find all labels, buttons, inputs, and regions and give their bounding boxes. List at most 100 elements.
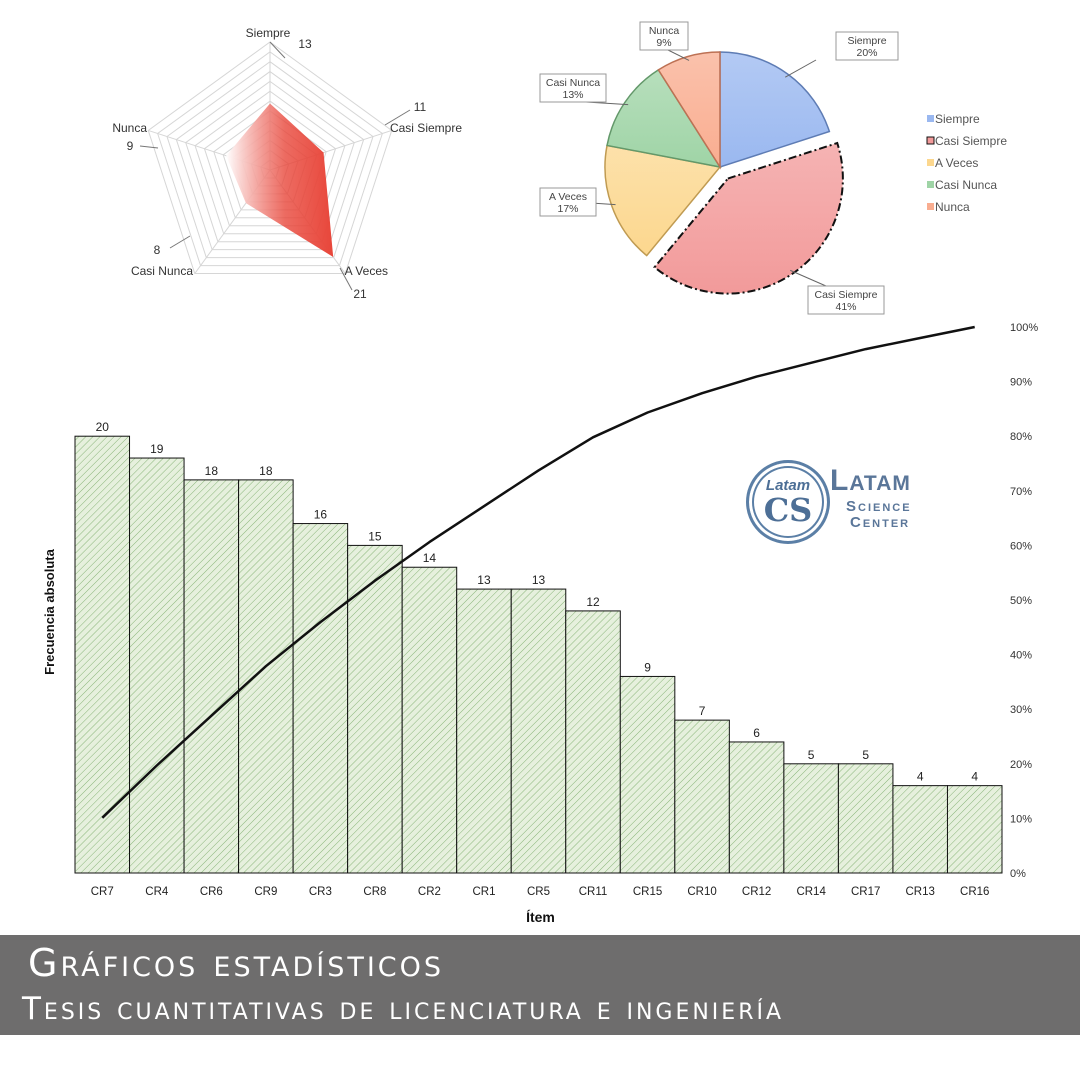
logo-line3: Center xyxy=(850,514,911,531)
radar-chart: Siempre 13 Casi Siempre 11 A Veces 21 Casi Nun… xyxy=(112,26,462,301)
pareto-bar-value: 5 xyxy=(808,748,815,762)
pareto-bar-value: 14 xyxy=(423,551,437,565)
pareto-x-tick: CR9 xyxy=(254,886,277,898)
pie-slice-casi-nunca xyxy=(606,68,722,169)
pie-callout-box xyxy=(835,31,899,61)
pareto-right-tick: 10% xyxy=(1010,813,1032,825)
pareto-bar-cr6 xyxy=(183,479,240,874)
pareto-bar-cr13 xyxy=(892,785,948,874)
pareto-bar-cr7 xyxy=(74,435,131,874)
footer-banner: Gráficos estadísticos Tesis cuantitativa… xyxy=(0,935,1080,1035)
pareto-bar-value: 18 xyxy=(259,464,273,478)
pareto-x-tick: CR7 xyxy=(91,886,114,898)
radar-grid-ring xyxy=(147,41,393,275)
pareto-x-tick: CR14 xyxy=(796,886,826,898)
pie-callout-box xyxy=(639,21,689,51)
pareto-bar-value: 13 xyxy=(532,573,546,587)
pareto-x-tick: CR8 xyxy=(363,886,386,898)
pie-legend-label: Casi Siempre xyxy=(935,134,1007,148)
pareto-chart: 20 CR7 19 CR4 18 CR6 18 CR9 16 CR3 15 CR8 14 CR2 13 CR1… xyxy=(42,322,1038,925)
logo-badge-text: Latam xyxy=(765,477,811,494)
pareto-x-tick: CR10 xyxy=(687,886,716,898)
pareto-right-tick: 70% xyxy=(1010,486,1032,498)
radar-grid-ring xyxy=(157,51,383,267)
pareto-x-tick: CR16 xyxy=(960,886,989,898)
radar-series-area xyxy=(226,103,334,257)
pareto-x-tick: CR1 xyxy=(472,886,495,898)
pie-legend-label: Casi Nunca xyxy=(935,178,997,192)
pie-callout-name: Casi Nunca xyxy=(546,77,600,89)
pareto-bar-cr2 xyxy=(401,566,458,874)
pareto-bar-cr8 xyxy=(347,544,403,874)
pareto-bar-value: 12 xyxy=(586,595,600,609)
pareto-bar-cr14 xyxy=(783,763,839,874)
pareto-x-tick: CR11 xyxy=(579,886,608,898)
radar-axis-label: Casi Siempre xyxy=(390,121,462,135)
pie-legend-swatch xyxy=(927,115,934,122)
pareto-right-tick: 90% xyxy=(1010,377,1032,389)
pareto-bar-value: 15 xyxy=(368,529,382,543)
pie-legend-label: Nunca xyxy=(935,200,970,214)
pie-callout-name: Siempre xyxy=(847,35,886,47)
pareto-bar-cr11 xyxy=(565,610,621,874)
pareto-right-tick: 60% xyxy=(1010,540,1032,552)
pie-callout-line xyxy=(785,59,817,78)
radar-axis-label: Casi Nunca xyxy=(131,264,193,278)
logo-badge-letters: CS xyxy=(763,491,813,529)
pareto-x-tick: CR3 xyxy=(309,886,332,898)
pie-callout-value: 20% xyxy=(856,47,877,59)
pie-callout-name: Nunca xyxy=(649,25,680,37)
pareto-bar-cr9 xyxy=(238,479,294,874)
pareto-x-tick: CR12 xyxy=(742,886,771,898)
pareto-bar-cr5 xyxy=(510,588,567,874)
pie-callout-box xyxy=(539,187,597,217)
pareto-bar-cr15 xyxy=(619,675,676,874)
pareto-bar-cr17 xyxy=(837,763,894,874)
pie-callout-value: 41% xyxy=(835,301,856,313)
pie-callout-name: A Veces xyxy=(549,191,587,203)
pareto-y-label: Frecuencia absoluta xyxy=(42,548,57,674)
radar-grid-ring xyxy=(203,100,337,227)
pareto-bar-value: 9 xyxy=(644,660,651,674)
pareto-right-tick: 40% xyxy=(1010,650,1032,662)
pareto-bar-cr3 xyxy=(292,523,349,874)
radar-value-label: 8 xyxy=(154,243,161,257)
radar-value-label: 21 xyxy=(353,287,367,301)
pareto-x-label: Ítem xyxy=(526,909,555,925)
pareto-x-tick: CR6 xyxy=(200,886,223,898)
pareto-cumulative-line xyxy=(101,325,975,819)
pareto-bar-cr12 xyxy=(728,741,785,874)
radar-value-label: 13 xyxy=(298,37,312,51)
pareto-bar-cr4 xyxy=(129,457,185,874)
logo-line1: Latam xyxy=(830,464,911,497)
pareto-bar-value: 4 xyxy=(917,770,924,784)
pareto-x-tick: CR2 xyxy=(418,886,441,898)
pareto-bar-value: 6 xyxy=(753,726,760,740)
pareto-x-tick: CR4 xyxy=(145,886,169,898)
pareto-bar-cr16 xyxy=(946,785,1003,874)
pareto-right-tick: 30% xyxy=(1010,704,1032,716)
pareto-bar-value: 18 xyxy=(205,464,219,478)
logo-badge: Latam CS xyxy=(746,460,830,544)
latam-logo: Latam CS Latam Science Center xyxy=(742,458,957,544)
pareto-right-tick: 20% xyxy=(1010,759,1032,771)
pareto-right-tick: 80% xyxy=(1010,431,1032,443)
pareto-bar-value: 20 xyxy=(96,420,110,434)
radar-leader-line xyxy=(139,145,159,149)
radar-axis-label: A Veces xyxy=(345,264,388,278)
pie-callout-box xyxy=(539,73,607,103)
pie-legend-label: A Veces xyxy=(935,156,978,170)
pie-legend-swatch xyxy=(926,136,935,145)
pie-slice-nunca xyxy=(657,51,721,170)
pie-callout-value: 9% xyxy=(656,37,671,49)
pareto-x-tick: CR17 xyxy=(851,886,880,898)
radar-value-label: 9 xyxy=(127,139,134,153)
pareto-right-tick: 100% xyxy=(1010,322,1038,334)
radar-grid-ring xyxy=(166,61,374,259)
radar-grid-ring xyxy=(175,70,365,251)
pie-legend-swatch xyxy=(927,159,934,166)
pie-slice-siempre xyxy=(719,51,831,169)
pareto-bar-value: 7 xyxy=(699,704,706,718)
logo-line2: Science xyxy=(846,498,912,515)
